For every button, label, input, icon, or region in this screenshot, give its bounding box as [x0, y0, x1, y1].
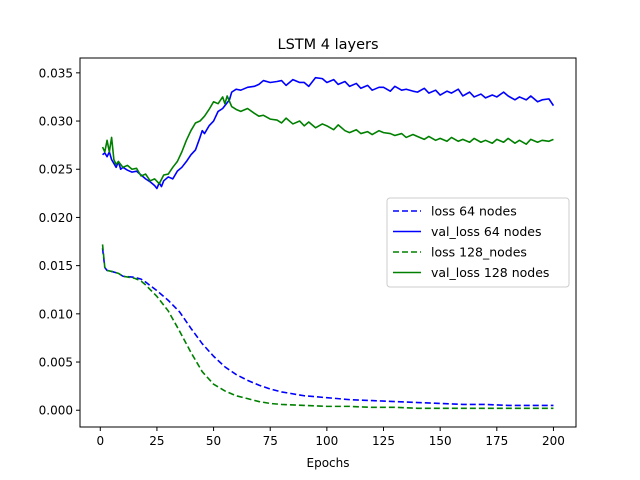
x-tick-label: 100 [315, 434, 338, 448]
series-line-2 [101, 244, 554, 410]
x-tick-label: 0 [96, 434, 104, 448]
y-tick-label: 0.010 [39, 307, 73, 321]
series-layer [101, 76, 555, 410]
legend-label: loss 128_nodes [431, 245, 527, 260]
plot-frame [79, 57, 577, 428]
x-tick-label: 75 [263, 434, 278, 448]
x-tick-label: 175 [485, 434, 508, 448]
legend-label: val_loss 64 nodes [431, 224, 542, 239]
legend: loss 64 nodes val_loss 64 nodes loss 128_n… [386, 197, 570, 288]
x-axis-label: Epochs [307, 456, 350, 470]
y-tick-label: 0.015 [39, 259, 73, 273]
legend-label: val_loss 128 nodes [431, 265, 549, 280]
x-tick-label: 125 [372, 434, 395, 448]
y-tick-label: 0.020 [39, 211, 73, 225]
y-tick-label: 0.035 [39, 66, 73, 80]
series-line-1 [102, 76, 555, 190]
x-axis: 0 25 50 75 100 125 150 175 200 [96, 427, 565, 448]
series-line-3 [101, 95, 554, 185]
y-axis: 0.000 0.005 0.010 0.015 0.020 0.025 0.030 0.035 [39, 66, 80, 418]
x-tick-label: 200 [542, 434, 565, 448]
y-tick-label: 0.030 [39, 115, 73, 129]
legend-label: loss 64 nodes [431, 204, 517, 219]
x-tick-label: 150 [429, 434, 452, 448]
legend-box [386, 197, 570, 288]
x-tick-label: 50 [206, 434, 221, 448]
x-tick-label: 25 [149, 434, 164, 448]
y-tick-label: 0.005 [39, 356, 73, 370]
y-tick-label: 0.000 [39, 404, 73, 418]
chart-title: LSTM 4 layers [277, 37, 378, 53]
y-tick-label: 0.025 [39, 163, 73, 177]
series-line-0 [101, 248, 554, 407]
